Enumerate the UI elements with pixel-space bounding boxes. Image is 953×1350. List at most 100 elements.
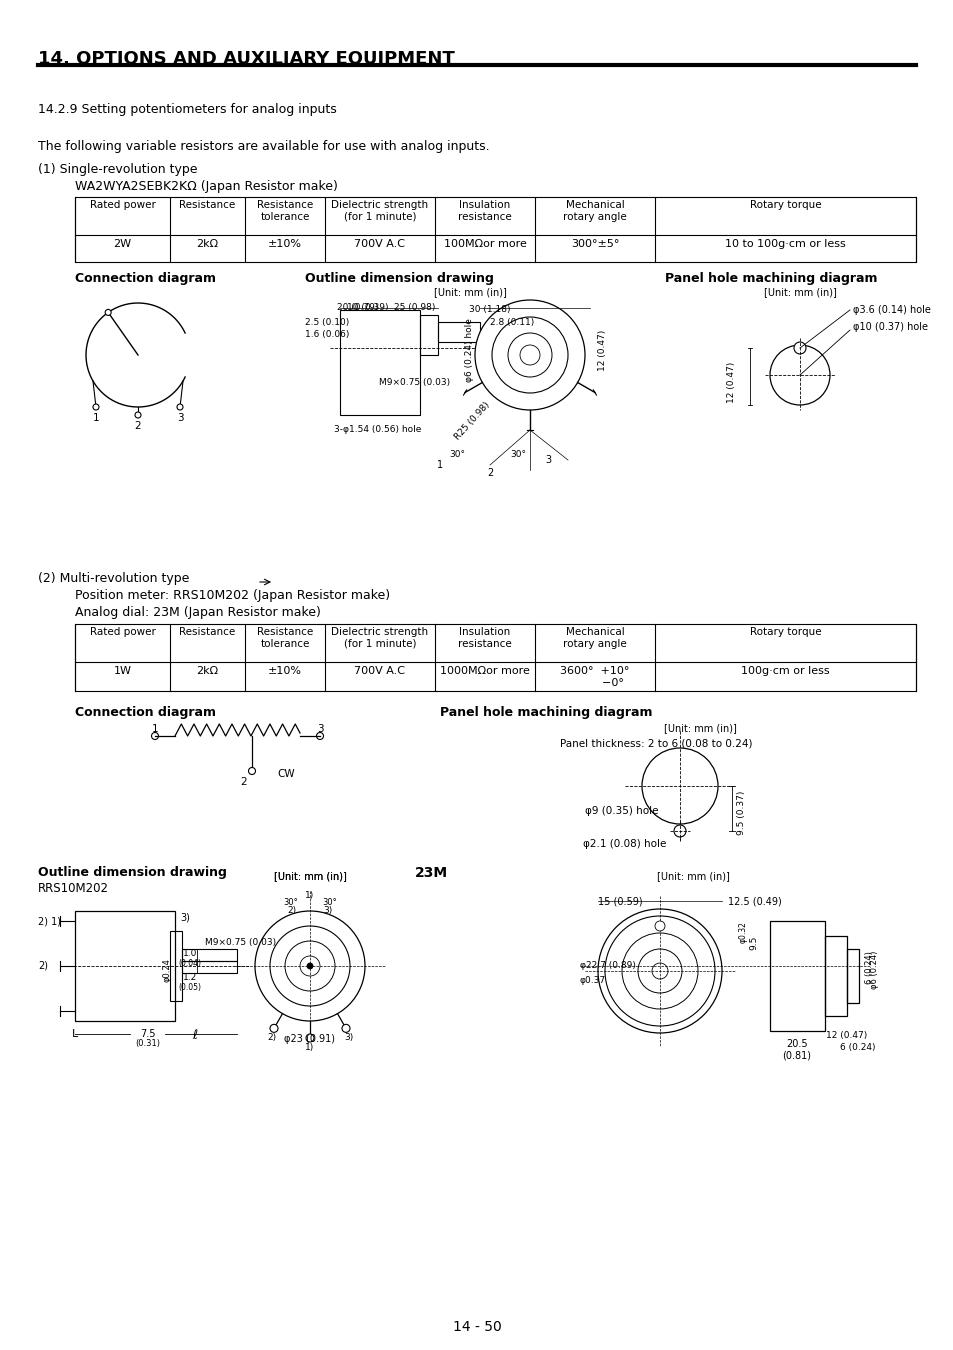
Text: 3-φ1.54 (0.56) hole: 3-φ1.54 (0.56) hole [334, 425, 421, 433]
Text: 14. OPTIONS AND AUXILIARY EQUIPMENT: 14. OPTIONS AND AUXILIARY EQUIPMENT [38, 50, 455, 68]
Circle shape [519, 346, 539, 365]
Text: Panel hole machining diagram: Panel hole machining diagram [664, 271, 877, 285]
Text: φ23 (0.91): φ23 (0.91) [284, 1034, 335, 1044]
Text: 1.2: 1.2 [183, 973, 197, 981]
Text: Mechanical
rotary angle: Mechanical rotary angle [562, 626, 626, 648]
Text: 2: 2 [240, 778, 247, 787]
Text: 3): 3) [323, 906, 333, 915]
Text: Outline dimension drawing: Outline dimension drawing [305, 271, 494, 285]
Text: 2kΩ: 2kΩ [196, 666, 218, 676]
Text: Outline dimension drawing: Outline dimension drawing [38, 865, 227, 879]
Text: Dielectric strength
(for 1 minute): Dielectric strength (for 1 minute) [331, 200, 428, 221]
Text: Rotary torque: Rotary torque [749, 200, 821, 211]
Text: Resistance: Resistance [179, 200, 235, 211]
Text: 12 (0.47): 12 (0.47) [598, 329, 606, 371]
Text: 3: 3 [176, 413, 183, 423]
Text: 1.0: 1.0 [183, 949, 197, 958]
Text: 2kΩ: 2kΩ [196, 239, 218, 248]
Text: 23M: 23M [415, 865, 448, 880]
Circle shape [270, 1025, 277, 1033]
Text: (0.04): (0.04) [178, 958, 201, 968]
Text: 25 (0.98): 25 (0.98) [394, 302, 436, 312]
Text: 9.5: 9.5 [748, 936, 758, 950]
Bar [419, 315, 437, 355]
Text: 100MΩor more: 100MΩor more [443, 239, 526, 248]
Text: Resistance
tolerance: Resistance tolerance [256, 200, 313, 221]
Circle shape [270, 926, 350, 1006]
Text: φ9 (0.35) hole: φ9 (0.35) hole [584, 806, 658, 815]
Text: ±10%: ±10% [268, 666, 302, 676]
Text: 10 to 100g·cm or less: 10 to 100g·cm or less [724, 239, 845, 248]
Text: (0.05): (0.05) [178, 983, 201, 992]
Text: [Unit: mm (in)]: [Unit: mm (in)] [657, 871, 729, 882]
Text: 14.2.9 Setting potentiometers for analog inputs: 14.2.9 Setting potentiometers for analog… [38, 103, 336, 116]
Text: ±10%: ±10% [268, 239, 302, 248]
Text: 12 (0.47): 12 (0.47) [726, 362, 735, 404]
Text: φ6 (0.24): φ6 (0.24) [869, 950, 878, 990]
Bar [846, 949, 858, 1003]
Circle shape [254, 911, 365, 1021]
Text: Insulation
resistance: Insulation resistance [457, 200, 512, 221]
Text: Panel thickness: 2 to 6 (0.08 to 0.24): Panel thickness: 2 to 6 (0.08 to 0.24) [559, 738, 752, 748]
Text: ℓ: ℓ [193, 1029, 197, 1042]
Circle shape [92, 404, 99, 410]
Text: 2W: 2W [113, 239, 132, 248]
Bar [75, 197, 915, 262]
Text: 2: 2 [486, 468, 493, 478]
Circle shape [651, 963, 667, 979]
Bar [182, 949, 236, 961]
Bar [824, 936, 846, 1017]
Circle shape [341, 1025, 350, 1033]
Text: 9.5 (0.37): 9.5 (0.37) [737, 791, 745, 836]
Text: 30°: 30° [322, 898, 336, 907]
Text: 15 (0.59): 15 (0.59) [598, 896, 641, 906]
Text: 2): 2) [267, 1033, 275, 1042]
Bar [339, 310, 419, 414]
Text: 2.8 (0.11): 2.8 (0.11) [490, 319, 534, 327]
Text: 20 (0.79): 20 (0.79) [337, 302, 378, 312]
Bar [75, 911, 174, 1021]
Circle shape [673, 825, 685, 837]
Text: 300°±5°: 300°±5° [570, 239, 618, 248]
Circle shape [621, 933, 698, 1008]
Text: 1: 1 [92, 413, 99, 423]
Text: φ2.1 (0.08) hole: φ2.1 (0.08) hole [582, 838, 666, 849]
Circle shape [152, 733, 158, 740]
Circle shape [177, 404, 183, 410]
Text: 2): 2) [38, 961, 48, 971]
Text: 1W: 1W [113, 666, 132, 676]
Text: Panel hole machining diagram: Panel hole machining diagram [439, 706, 652, 720]
Text: 3600°  +10°
          −0°: 3600° +10° −0° [559, 666, 629, 687]
Bar [75, 624, 915, 691]
Text: (0.31): (0.31) [135, 1040, 160, 1048]
Bar [769, 921, 824, 1031]
Text: 12 (0.47): 12 (0.47) [825, 1031, 866, 1040]
Text: φ6 (0.24) hole: φ6 (0.24) hole [464, 319, 474, 382]
Text: 10 (0.39): 10 (0.39) [347, 302, 388, 312]
Circle shape [307, 963, 313, 969]
Text: 3): 3) [343, 1033, 353, 1042]
Text: Dielectric strength
(for 1 minute): Dielectric strength (for 1 minute) [331, 626, 428, 648]
Circle shape [793, 342, 805, 354]
Text: φ22.7 (0.89): φ22.7 (0.89) [579, 961, 636, 971]
Text: 3): 3) [180, 913, 190, 923]
Text: 20.5: 20.5 [785, 1040, 807, 1049]
Text: Analog dial: 23M (Japan Resistor make): Analog dial: 23M (Japan Resistor make) [75, 606, 320, 620]
Circle shape [299, 956, 319, 976]
Circle shape [105, 309, 112, 316]
Circle shape [638, 949, 681, 994]
Bar [437, 323, 479, 342]
Text: [Unit: mm (in)]: [Unit: mm (in)] [762, 288, 836, 297]
Text: 2: 2 [134, 421, 141, 431]
Circle shape [598, 909, 721, 1033]
Text: 100g·cm or less: 100g·cm or less [740, 666, 829, 676]
Text: 30 (1.18): 30 (1.18) [469, 305, 510, 315]
Text: 1000MΩor more: 1000MΩor more [439, 666, 529, 676]
Text: [Unit: mm (in)]: [Unit: mm (in)] [274, 871, 346, 882]
Text: Rated power: Rated power [90, 200, 155, 211]
Text: 14 - 50: 14 - 50 [452, 1320, 501, 1334]
Text: Connection diagram: Connection diagram [75, 706, 215, 720]
Text: L: L [71, 1029, 78, 1040]
Circle shape [641, 748, 718, 824]
Circle shape [135, 412, 141, 418]
